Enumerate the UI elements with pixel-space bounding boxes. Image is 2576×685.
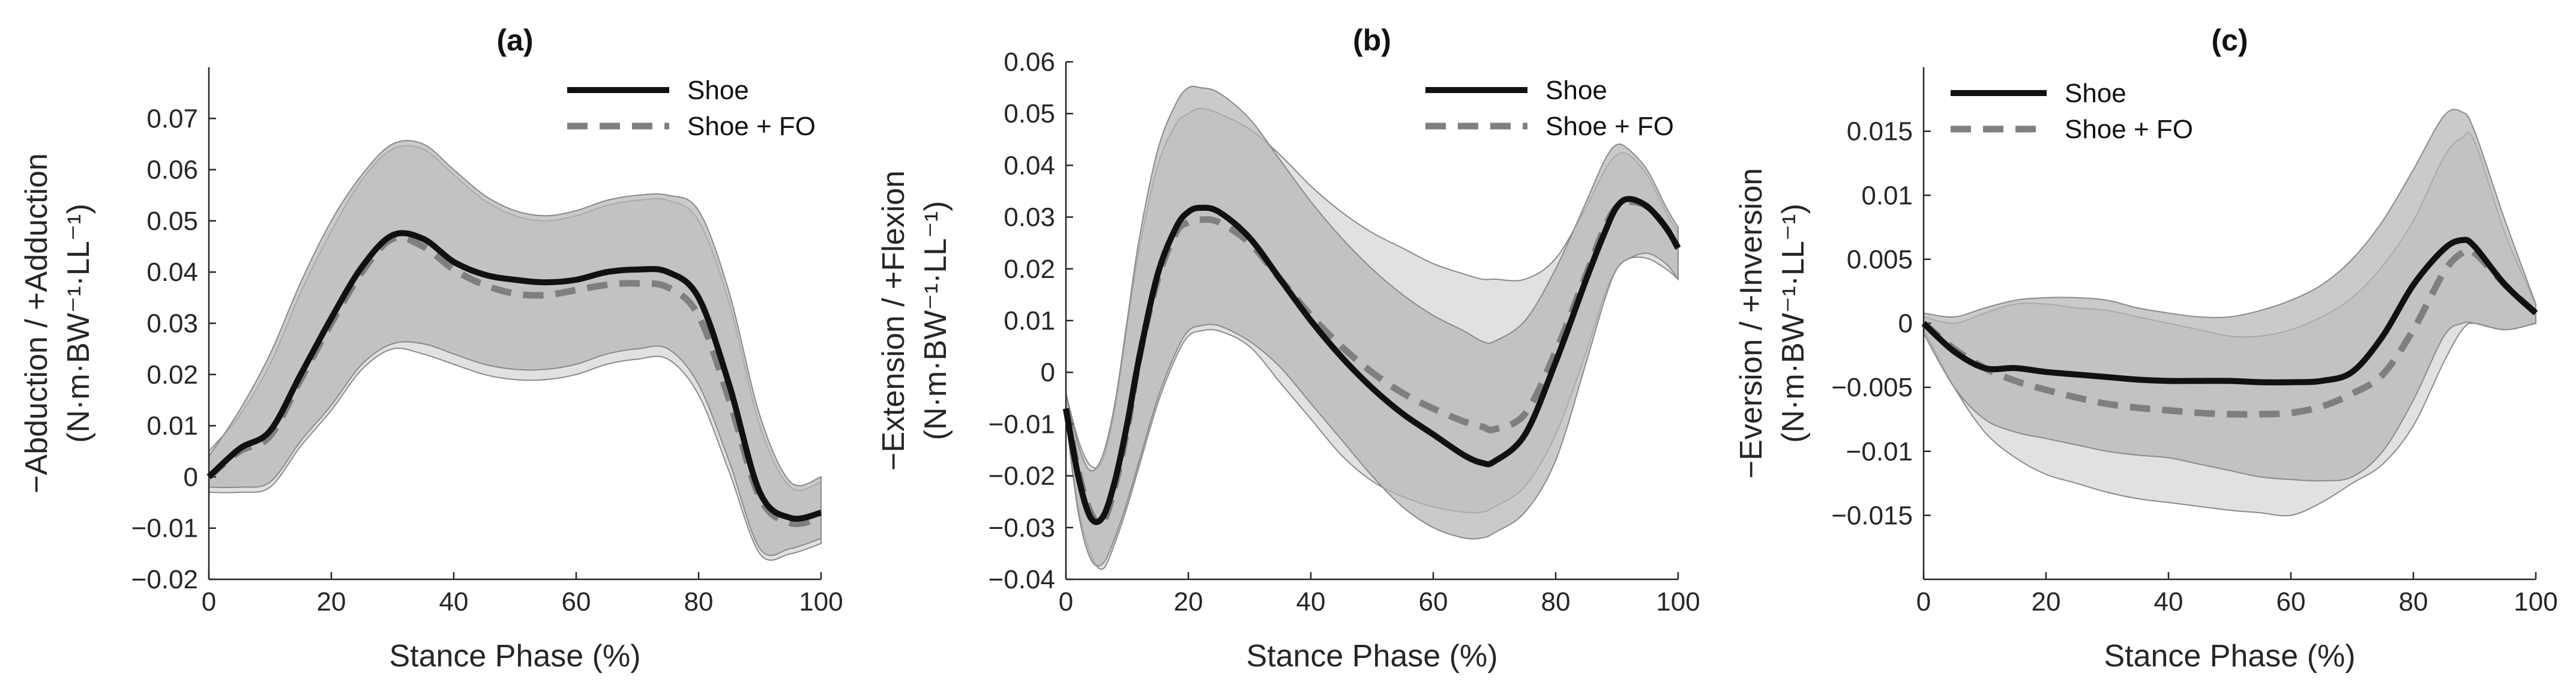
y-tick-label: 0.05: [146, 207, 198, 236]
y-tick-label: −0.01: [989, 409, 1055, 439]
y-tick-label: −0.01: [131, 514, 198, 543]
legend-label-shoe: Shoe: [687, 76, 749, 105]
legend-label-shoe-fo: Shoe + FO: [1545, 112, 1674, 141]
y-axis-label-line2: (N·m·BW⁻¹·LL⁻¹): [918, 201, 953, 441]
chart-panel-3: 0 20 40 60 80 100 −0.015 −0.01 −0.005 0 0.005 0.01 0…: [1734, 23, 2558, 674]
series-line-shoe: [206, 230, 822, 522]
x-axis-label: Stance Phase (%): [389, 639, 640, 674]
x-tick-label: 80: [684, 587, 714, 617]
y-axis-label-line2: (N·m·BW⁻¹·LL⁻¹): [1776, 204, 1811, 443]
y-tick-label: 0.03: [1004, 203, 1055, 232]
chart-panel-1: 0 20 40 60 80 100 −0.02 −0.01 0 0.01 0.02 0.03 0.04 0…: [19, 23, 843, 674]
chart-title: (c): [2211, 23, 2248, 57]
x-tick-label: 40: [439, 587, 469, 617]
x-tick-label: 0: [1916, 587, 1931, 617]
y-tick-label: 0.05: [1004, 99, 1055, 128]
y-tick-label: −0.01: [1846, 437, 1913, 466]
y-tick-label: −0.015: [1831, 501, 1913, 530]
y-tick-label: 0.07: [146, 104, 198, 133]
x-tick-label: 0: [1059, 587, 1073, 617]
y-tick-label: −0.02: [131, 565, 198, 594]
x-tick-label: 60: [2277, 587, 2306, 617]
y-tick-label: −0.02: [989, 462, 1055, 491]
chart-panel-2: 0 20 40 60 80 100 −0.04 −0.03 −0.02 −0.01 0 0.01 0.0…: [876, 23, 1700, 674]
y-axis-label-line1: −Abduction / +Adduction: [19, 153, 54, 493]
x-tick-label: 60: [1419, 587, 1448, 617]
y-axis-label-line2: (N·m·BW⁻¹·LL⁻¹): [61, 204, 96, 443]
y-tick-label: 0.02: [146, 360, 198, 390]
y-tick-label: 0.06: [1004, 47, 1055, 77]
chart-title: (b): [1353, 23, 1391, 57]
x-tick-label: 0: [202, 587, 216, 617]
series-line-shoe-fo: [1921, 246, 2538, 418]
x-tick-label: 80: [1541, 587, 1571, 617]
x-tick-label: 80: [2399, 587, 2428, 617]
x-tick-label: 20: [317, 587, 346, 617]
y-tick-label: 0.04: [146, 258, 198, 287]
x-tick-label: 40: [2154, 587, 2183, 617]
x-tick-label: 20: [2032, 587, 2061, 617]
y-tick-label: −0.04: [989, 565, 1055, 594]
series-line-shoe: [1063, 196, 1681, 525]
y-tick-label: 0.01: [1004, 306, 1055, 336]
x-tick-label: 40: [1296, 587, 1326, 617]
y-tick-label: 0.03: [146, 309, 198, 339]
y-tick-label: 0.02: [1004, 255, 1055, 284]
band-shoe: [208, 140, 822, 557]
x-tick-label: 100: [2514, 587, 2557, 617]
band-shoe: [1923, 109, 2536, 481]
y-tick-label: −0.005: [1831, 373, 1913, 402]
y-tick-label: 0.06: [146, 155, 198, 185]
y-axis-label-line1: −Eversion / +Inversion: [1734, 168, 1769, 478]
y-tick-label: 0.015: [1847, 117, 1913, 146]
legend-label-shoe: Shoe: [2065, 79, 2126, 108]
y-tick-label: −0.03: [989, 513, 1055, 543]
band-shoe: [1065, 85, 1679, 567]
series-line-shoe: [1921, 237, 2538, 385]
chart-title: (a): [496, 23, 533, 57]
x-tick-label: 100: [1656, 587, 1700, 617]
y-tick-label: 0.01: [146, 411, 198, 441]
y-tick-label: 0.01: [1861, 181, 1913, 210]
y-axis-label-line1: −Extension / +Flexion: [876, 170, 911, 471]
x-tick-label: 100: [799, 587, 843, 617]
legend-label-shoe-fo: Shoe + FO: [2065, 115, 2193, 144]
y-tick-label: 0: [1898, 309, 1913, 339]
legend-label-shoe-fo: Shoe + FO: [687, 112, 816, 141]
y-tick-label: 0.005: [1847, 245, 1913, 274]
legend-label-shoe: Shoe: [1545, 76, 1607, 105]
x-axis-label: Stance Phase (%): [1246, 639, 1497, 674]
y-tick-label: 0: [184, 462, 198, 492]
y-tick-label: 0: [1041, 358, 1055, 387]
x-axis-label: Stance Phase (%): [2104, 639, 2355, 674]
y-tick-label: 0.04: [1004, 151, 1055, 180]
x-tick-label: 20: [1174, 587, 1203, 617]
x-tick-label: 60: [562, 587, 591, 617]
